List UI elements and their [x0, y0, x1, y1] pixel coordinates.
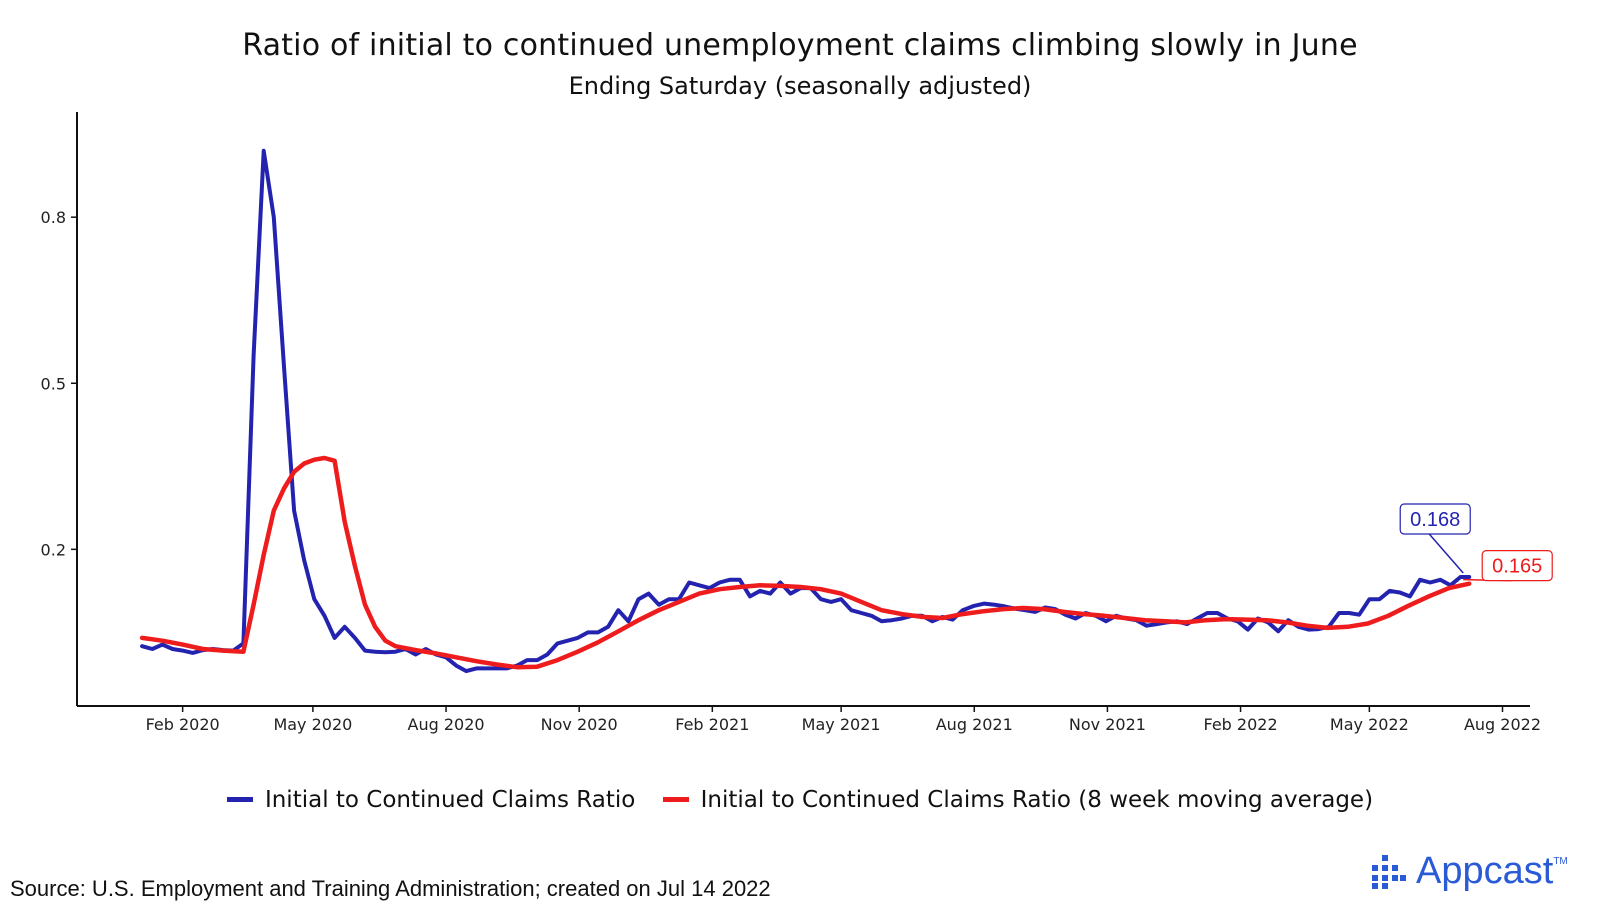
series-line-initial [140, 148, 1472, 674]
chart-annotations: 0.168 0.165 [1399, 503, 1553, 582]
line-chart: 0.2 0.5 0.8 Feb 2020 May 2020 Aug 2020 Nov 202… [41, 112, 1553, 734]
x-tick-label: May 2021 [802, 715, 881, 734]
legend-swatch-red [662, 797, 689, 802]
annotation-box [1399, 503, 1471, 535]
y-tick-label: 0.2 [41, 540, 66, 559]
appcast-logo: Appcast TM [1372, 850, 1568, 893]
x-tick-label: May 2020 [273, 715, 352, 734]
annotation-leader [1428, 533, 1464, 574]
legend-swatch-blue [226, 797, 253, 802]
appcast-dots-icon [1372, 854, 1406, 889]
logo-text: Appcast [1416, 850, 1554, 892]
y-tick-label: 0.8 [41, 208, 66, 227]
annotation-label: 0.165 [1492, 556, 1542, 578]
chart-legend: Initial to Continued Claims Ratio Initia… [0, 782, 1600, 813]
x-tick-label: Nov 2021 [1069, 715, 1146, 734]
logo-trademark: TM [1553, 856, 1568, 867]
x-tick-label: Feb 2021 [675, 715, 749, 734]
x-tick-label: Nov 2020 [541, 715, 618, 734]
x-tick-label: May 2022 [1330, 715, 1409, 734]
x-tick-label: Aug 2022 [1464, 715, 1541, 734]
x-tick-label: Aug 2020 [408, 715, 485, 734]
x-tick-label: Feb 2020 [146, 715, 220, 734]
legend-item-initial: Initial to Continued Claims Ratio [226, 786, 636, 813]
chart-axes: 0.2 0.5 0.8 Feb 2020 May 2020 Aug 2020 Nov 202… [41, 112, 1541, 734]
legend-label-initial: Initial to Continued Claims Ratio [264, 786, 636, 813]
legend-label-moving-average: Initial to Continued Claims Ratio (8 wee… [700, 786, 1374, 813]
legend-item-moving-average: Initial to Continued Claims Ratio (8 wee… [662, 786, 1374, 813]
y-tick-label: 0.5 [41, 374, 66, 393]
source-note: Source: U.S. Employment and Training Adm… [10, 876, 771, 901]
chart-subtitle: Ending Saturday (seasonally adjusted) [568, 72, 1032, 100]
x-tick-label: Aug 2021 [936, 715, 1013, 734]
series-line-moving-average [139, 455, 1472, 670]
chart-title: Ratio of initial to continued unemployme… [242, 28, 1358, 63]
annotation-label: 0.168 [1410, 509, 1460, 531]
x-tick-label: Feb 2022 [1203, 715, 1277, 734]
chart-lines [139, 148, 1472, 674]
annotation-box [1481, 550, 1553, 582]
